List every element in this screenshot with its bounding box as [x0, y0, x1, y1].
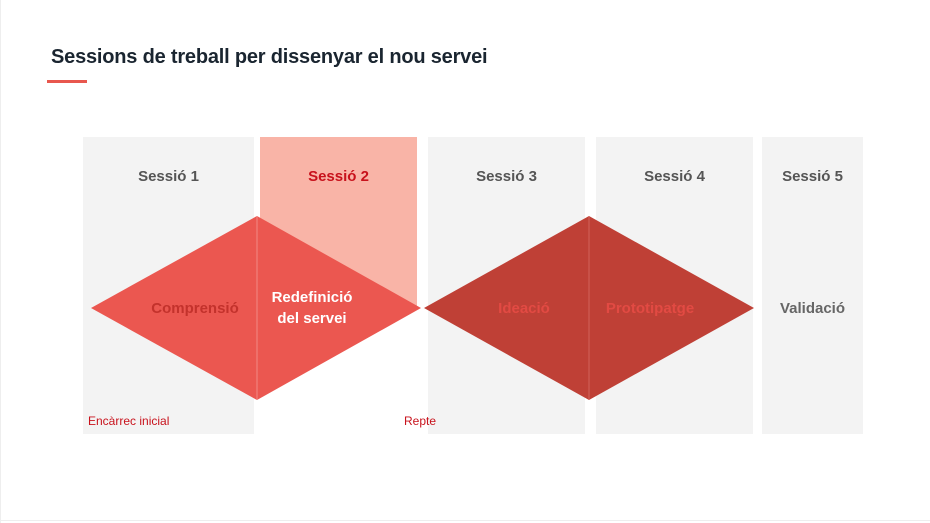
session-label-3: Sessió 3 [476, 168, 537, 185]
phase-redefinicio-line2: del servei [277, 310, 347, 327]
diamond-discover [91, 216, 257, 400]
phase-ideacio: Ideació [498, 300, 550, 317]
phase-comprensio: Comprensió [151, 300, 239, 317]
session-column-5 [762, 137, 863, 434]
title-underline [47, 80, 87, 83]
phase-validacio: Validació [779, 300, 846, 317]
session-label-5: Sessió 5 [782, 168, 843, 185]
diamond-prototype [589, 216, 754, 400]
session-label-4: Sessió 4 [644, 168, 705, 185]
page-title: Sessions de treball per dissenyar el nou… [51, 46, 488, 68]
phase-redefinicio: Redefinició del servei [257, 287, 367, 329]
marker-repte: Repte [404, 414, 437, 428]
session-label-2: Sessió 2 [308, 168, 369, 185]
diamond-ideate [424, 216, 589, 400]
frame-bottom-edge [0, 520, 930, 521]
marker-encarrec-inicial: Encàrrec inicial [88, 414, 170, 428]
frame-left-edge [0, 0, 1, 523]
phase-redefinicio-line1: Redefinició [271, 289, 353, 306]
phase-prototipatge: Prototipatge [605, 300, 695, 317]
diamond-define [257, 216, 421, 400]
session-label-1: Sessió 1 [138, 168, 199, 185]
